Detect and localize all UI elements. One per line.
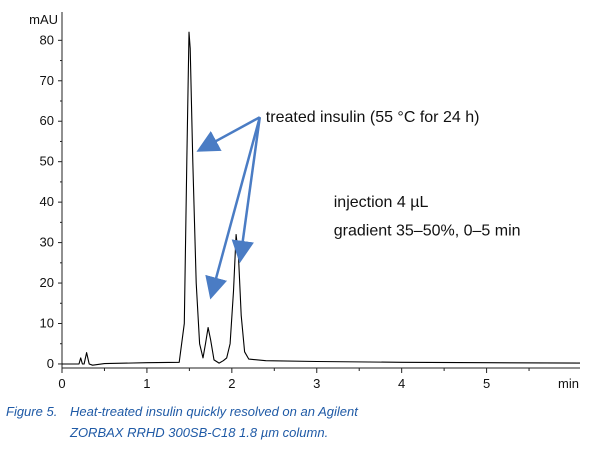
x-tick-label: 0 bbox=[58, 376, 65, 391]
x-tick-label: 2 bbox=[228, 376, 235, 391]
figure-label: Figure 5. bbox=[6, 404, 58, 419]
y-tick-label: 0 bbox=[47, 356, 54, 371]
x-tick-label: 5 bbox=[483, 376, 490, 391]
y-tick-label: 20 bbox=[40, 275, 54, 290]
y-tick-label: 70 bbox=[40, 73, 54, 88]
peaks-annotation: treated insulin (55 °C for 24 h) bbox=[266, 109, 480, 126]
y-tick-label: 10 bbox=[40, 316, 54, 331]
axes bbox=[61, 12, 580, 369]
y-tick-label: 80 bbox=[40, 32, 54, 47]
x-tick-label: 4 bbox=[398, 376, 405, 391]
annotation-arrow bbox=[231, 117, 262, 264]
y-tick-label: 60 bbox=[40, 113, 54, 128]
x-tick-label: 1 bbox=[143, 376, 150, 391]
injection-note: injection 4 µL bbox=[334, 194, 429, 211]
caption-line-1: Figure 5. Heat-treated insulin quickly re… bbox=[6, 401, 586, 422]
y-tick-label: 40 bbox=[40, 194, 54, 209]
caption-text-2: ZORBAX RRHD 300SB-C18 1.8 µm column. bbox=[70, 425, 329, 440]
plot-area bbox=[62, 31, 581, 366]
annotation-arrow bbox=[205, 116, 262, 300]
caption-text-1: Heat-treated insulin quickly resolved on… bbox=[70, 404, 358, 419]
annotation-arrow bbox=[196, 116, 261, 152]
tick-marks: 0 10 20 30 40 50 60 70 80 0 1 2 3 4 5 bbox=[40, 32, 530, 391]
chromatogram-trace bbox=[62, 31, 581, 366]
chromatogram-chart: 0 10 20 30 40 50 60 70 80 0 1 2 3 4 5 treated insulin … bbox=[29, 12, 581, 391]
y-tick-label: 30 bbox=[40, 235, 54, 250]
x-axis-label: min bbox=[558, 376, 579, 391]
y-tick-label: 50 bbox=[40, 154, 54, 169]
x-tick-label: 3 bbox=[313, 376, 320, 391]
figure-caption: Figure 5. Heat-treated insulin quickly re… bbox=[6, 401, 586, 443]
gradient-note: gradient 35–50%, 0–5 min bbox=[334, 222, 521, 239]
annotations: treated insulin (55 °C for 24 h) injecti… bbox=[196, 109, 521, 300]
y-axis-label: mAU bbox=[29, 12, 58, 27]
